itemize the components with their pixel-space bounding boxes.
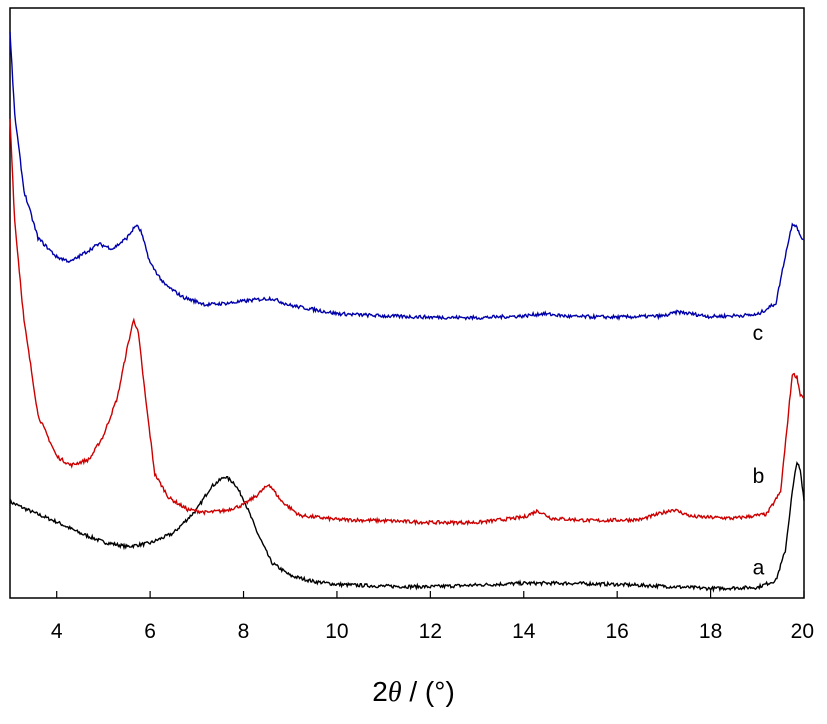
x-axis-label-symbol: θ (387, 677, 402, 708)
x-tick-label: 14 (512, 620, 536, 643)
series-line-c (9, 32, 805, 322)
plot-frame (9, 7, 805, 599)
x-axis-label-prefix: 2 (372, 676, 388, 707)
x-tick-label: 12 (419, 620, 442, 643)
series-label-b: b (753, 465, 765, 488)
x-tick-label: 8 (238, 620, 250, 643)
x-axis-ticks: 4 6 8 10 12 14 16 18 20 (51, 591, 814, 643)
series-line-b (9, 118, 805, 527)
x-axis-label-suffix: / (°) (401, 676, 455, 707)
series-label-a: a (753, 556, 765, 579)
x-tick-label: 6 (144, 620, 156, 643)
x-tick-label: 20 (791, 620, 814, 643)
x-axis-label: 2θ / (°) (0, 676, 827, 709)
series-group (9, 32, 805, 593)
xrd-chart: a b c 4 6 8 10 12 14 16 18 20 (9, 7, 814, 643)
series-label-c: c (753, 322, 764, 345)
x-tick-label: 18 (699, 620, 722, 643)
x-tick-label: 10 (325, 620, 348, 643)
x-tick-label: 16 (605, 620, 628, 643)
series-label-group: a b c (753, 322, 765, 579)
series-line-a (9, 461, 805, 593)
x-tick-label: 4 (51, 620, 63, 643)
